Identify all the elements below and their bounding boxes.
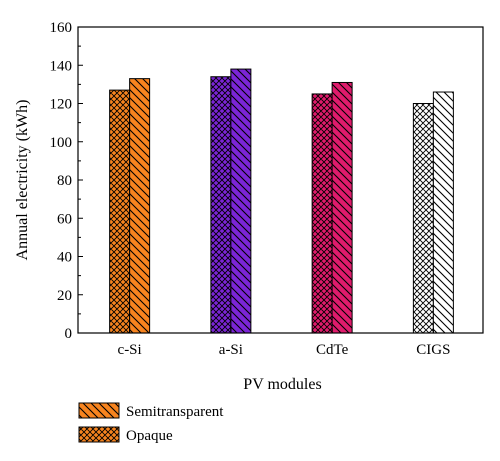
legend: Semitransparent Opaque — [78, 402, 224, 444]
bar-cigs-semitransparent — [432, 91, 454, 334]
y-tick-label: 0 — [65, 326, 73, 342]
y-tick-label: 100 — [50, 135, 73, 151]
legend-swatch-semitransparent — [78, 402, 120, 419]
x-tick-label: c-Si — [118, 342, 142, 358]
y-tick-label: 140 — [50, 58, 73, 74]
y-tick-label: 160 — [50, 20, 73, 36]
bar-cigs-opaque — [412, 103, 434, 334]
y-axis-title: Annual electricity (kWh) — [14, 100, 31, 261]
x-tick-label: a-Si — [219, 342, 243, 358]
bar-c-si-opaque — [109, 89, 131, 334]
x-axis: c-Si a-Si CdTe CIGS — [118, 328, 450, 358]
bar-cdte-semitransparent — [331, 81, 353, 334]
bar-cdte-opaque — [311, 93, 333, 334]
bars-group — [109, 68, 454, 334]
x-tick-label: CdTe — [316, 342, 349, 358]
y-tick-label: 40 — [57, 250, 72, 266]
y-tick-label: 60 — [57, 211, 72, 227]
y-tick-label: 120 — [50, 97, 73, 113]
bar-c-si-semitransparent — [129, 78, 151, 334]
bar-a-si-opaque — [210, 76, 232, 334]
legend-label-semitransparent: Semitransparent — [126, 404, 224, 420]
y-tick-label: 20 — [57, 288, 72, 304]
y-tick-label: 80 — [57, 173, 72, 189]
legend-swatch-opaque — [78, 426, 120, 443]
x-tick-label: CIGS — [416, 342, 450, 358]
y-axis: 0 20 40 60 80 100 120 140 160 — [50, 20, 83, 342]
bar-a-si-semitransparent — [230, 68, 252, 334]
x-axis-title: PV modules — [243, 376, 321, 393]
legend-label-opaque: Opaque — [126, 428, 173, 444]
